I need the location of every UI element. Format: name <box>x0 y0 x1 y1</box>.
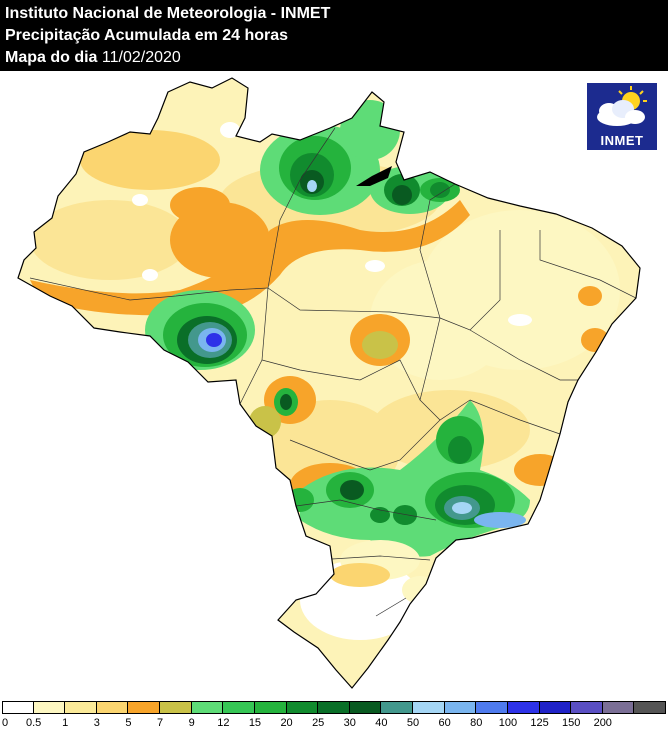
legend-label: 3 <box>93 717 100 729</box>
legend-swatch <box>128 701 161 714</box>
legend-swatch <box>571 701 603 714</box>
legend-label: 1 <box>62 717 69 729</box>
legend-swatch <box>254 701 287 714</box>
legend-label: 20 <box>280 717 293 729</box>
header-institute: Instituto Nacional de Meteorologia - INM… <box>5 5 331 22</box>
legend-label: 5 <box>125 717 132 729</box>
legend-swatch <box>381 701 414 714</box>
legend-label: 100 <box>498 717 518 729</box>
legend-label: 150 <box>561 717 581 729</box>
legend-swatch <box>444 701 477 714</box>
legend-label: 9 <box>188 717 195 729</box>
legend-swatch <box>634 701 666 714</box>
precipitation-fields <box>30 100 620 640</box>
legend-swatch <box>413 701 445 714</box>
legend-swatch <box>349 701 382 714</box>
header-product: Precipitação Acumulada em 24 horas <box>5 27 289 44</box>
legend-swatch <box>318 701 350 714</box>
legend-swatch <box>539 701 572 714</box>
precipitation-legend: 0 0.5 1 3 5 7 9 12 15 20 25 30 40 50 60 80 100 125 150 200 <box>0 700 668 731</box>
legend-swatch <box>160 701 192 714</box>
brazil-border <box>17 77 641 689</box>
legend-label: 30 <box>343 717 356 729</box>
legend-label: 40 <box>375 717 388 729</box>
logo-text: INMET <box>600 133 644 148</box>
legend-swatch <box>476 701 508 714</box>
legend-swatch <box>507 701 540 714</box>
legend-swatch <box>2 701 34 714</box>
legend-swatch <box>96 701 129 714</box>
legend-swatch <box>191 701 224 714</box>
legend-label: 125 <box>530 717 549 729</box>
legend-label: 15 <box>248 717 262 729</box>
legend-swatch <box>65 701 97 714</box>
state-borders <box>29 127 637 617</box>
legend-label: 7 <box>157 717 164 729</box>
legend-swatch <box>286 701 319 714</box>
legend-label: 12 <box>217 717 230 729</box>
header-date-label: Mapa do dia <box>5 49 98 66</box>
legend-label: 25 <box>312 717 325 729</box>
legend-swatch <box>223 701 255 714</box>
sun-cloud-icon <box>597 86 647 126</box>
legend-label: 0.5 <box>25 717 42 729</box>
header-date: 11/02/2020 <box>101 49 181 66</box>
legend-swatch <box>602 701 635 714</box>
header-date-line: Mapa do dia 11/02/2020 <box>5 48 181 68</box>
map-header: Instituto Nacional de Meteorologia - INM… <box>0 0 668 71</box>
legend-label: 50 <box>406 717 420 729</box>
precipitation-map <box>0 71 668 699</box>
legend-swatch <box>33 701 66 714</box>
legend-label: 60 <box>438 717 451 729</box>
legend-label: 200 <box>593 717 612 729</box>
inmet-logo: INMET <box>586 82 658 151</box>
legend-label: 80 <box>470 717 483 729</box>
legend-label: 0 <box>1 717 9 729</box>
